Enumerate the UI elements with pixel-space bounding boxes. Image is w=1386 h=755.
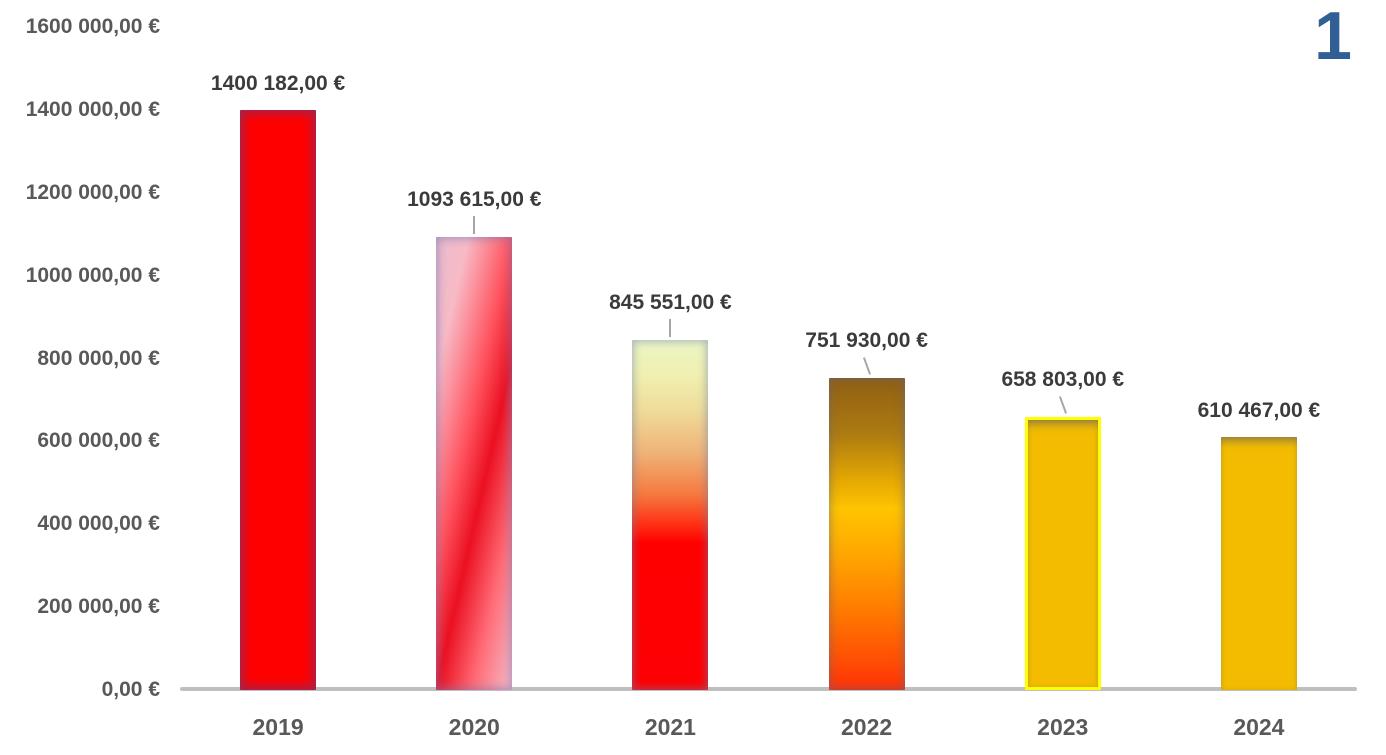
y-axis-tick-label: 800 000,00 € [37, 346, 160, 370]
x-axis-label-2021: 2021 [644, 714, 696, 740]
x-axis-label-2022: 2022 [840, 714, 893, 740]
bar-2021[interactable] [632, 339, 709, 690]
y-axis-tick-label: 1600 000,00 € [25, 15, 160, 38]
value-label-2023: 658 803,00 € [1001, 368, 1125, 391]
slide-number: 1 [1314, 0, 1352, 74]
x-axis-label-2023: 2023 [1037, 714, 1089, 740]
y-axis-tick-label: 0,00 € [101, 678, 160, 701]
bar-2023[interactable] [1024, 417, 1101, 690]
x-axis-line [180, 687, 1357, 691]
bar-2022[interactable] [828, 378, 905, 690]
bar-2020[interactable] [436, 236, 513, 690]
value-label-2020: 1093 615,00 € [407, 187, 542, 211]
bar-2024[interactable] [1220, 437, 1297, 690]
value-label-2021: 845 551,00 € [609, 290, 732, 314]
y-axis-tick-label: 1400 000,00 € [25, 97, 160, 121]
value-label-2024: 610 467,00 € [1197, 399, 1321, 423]
leader-line-2022 [862, 357, 871, 376]
leader-line-2021 [669, 318, 672, 337]
y-axis-tick-label: 1200 000,00 € [25, 180, 160, 204]
y-axis-tick-label: 1000 000,00 € [25, 263, 160, 287]
x-axis-label-2020: 2020 [448, 714, 500, 740]
leader-line-2023 [1058, 396, 1067, 414]
x-axis-label-2019: 2019 [252, 714, 304, 740]
y-axis-tick-label: 200 000,00 € [37, 595, 160, 619]
y-axis-tick-label: 600 000,00 € [37, 429, 160, 453]
bar-2019[interactable] [240, 109, 317, 690]
leader-line-2020 [473, 215, 476, 234]
x-axis-label-2024: 2024 [1233, 714, 1285, 740]
value-label-2022: 751 930,00 € [805, 329, 928, 353]
y-axis-tick-label: 400 000,00 € [37, 512, 160, 536]
value-label-2019: 1400 182,00 € [210, 71, 346, 95]
